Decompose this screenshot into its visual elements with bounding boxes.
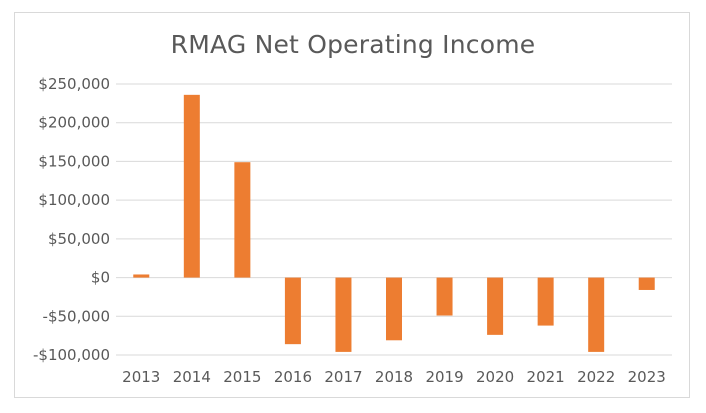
y-tick-label: $250,000 — [38, 75, 110, 93]
x-tick-label: 2022 — [577, 368, 615, 386]
bar-2022 — [588, 277, 605, 352]
x-tick-label: 2013 — [122, 368, 160, 386]
y-tick-label: $150,000 — [38, 152, 110, 170]
bars — [133, 94, 655, 352]
bar-2013 — [133, 274, 150, 278]
x-tick-label: 2015 — [223, 368, 261, 386]
bar-2019 — [436, 277, 453, 316]
y-tick-label: $0 — [91, 269, 110, 287]
x-tick-label: 2014 — [173, 368, 211, 386]
bar-2014 — [183, 94, 200, 278]
bar-2021 — [537, 277, 554, 326]
y-tick-label: -$50,000 — [43, 307, 110, 325]
chart-area — [14, 12, 690, 398]
x-tick-label: 2018 — [375, 368, 413, 386]
x-axis-ticks: 2013 2014 2015 2016 2017 2018 2019 2020 2021 2022… — [122, 368, 666, 386]
y-tick-label: -$100,000 — [33, 346, 110, 364]
bar-2018 — [386, 277, 402, 341]
y-tick-label: $200,000 — [38, 114, 110, 132]
bar-2023 — [638, 277, 655, 290]
bar-2020 — [487, 277, 504, 335]
x-tick-label: 2020 — [476, 368, 514, 386]
chart-title: RMAG Net Operating Income — [170, 30, 536, 59]
bar-2015 — [234, 162, 251, 278]
x-tick-label: 2021 — [527, 368, 565, 386]
bar-2016 — [284, 277, 301, 345]
x-tick-label: 2016 — [274, 368, 312, 386]
x-tick-label: 2019 — [425, 368, 463, 386]
y-tick-label: $50,000 — [48, 230, 110, 248]
x-tick-label: 2023 — [628, 368, 666, 386]
bar-2017 — [335, 277, 352, 352]
x-tick-label: 2017 — [324, 368, 362, 386]
y-tick-label: $100,000 — [38, 191, 110, 209]
y-axis-ticks: $250,000 $200,000 $150,000 $100,000 $50,000 $… — [33, 75, 110, 364]
